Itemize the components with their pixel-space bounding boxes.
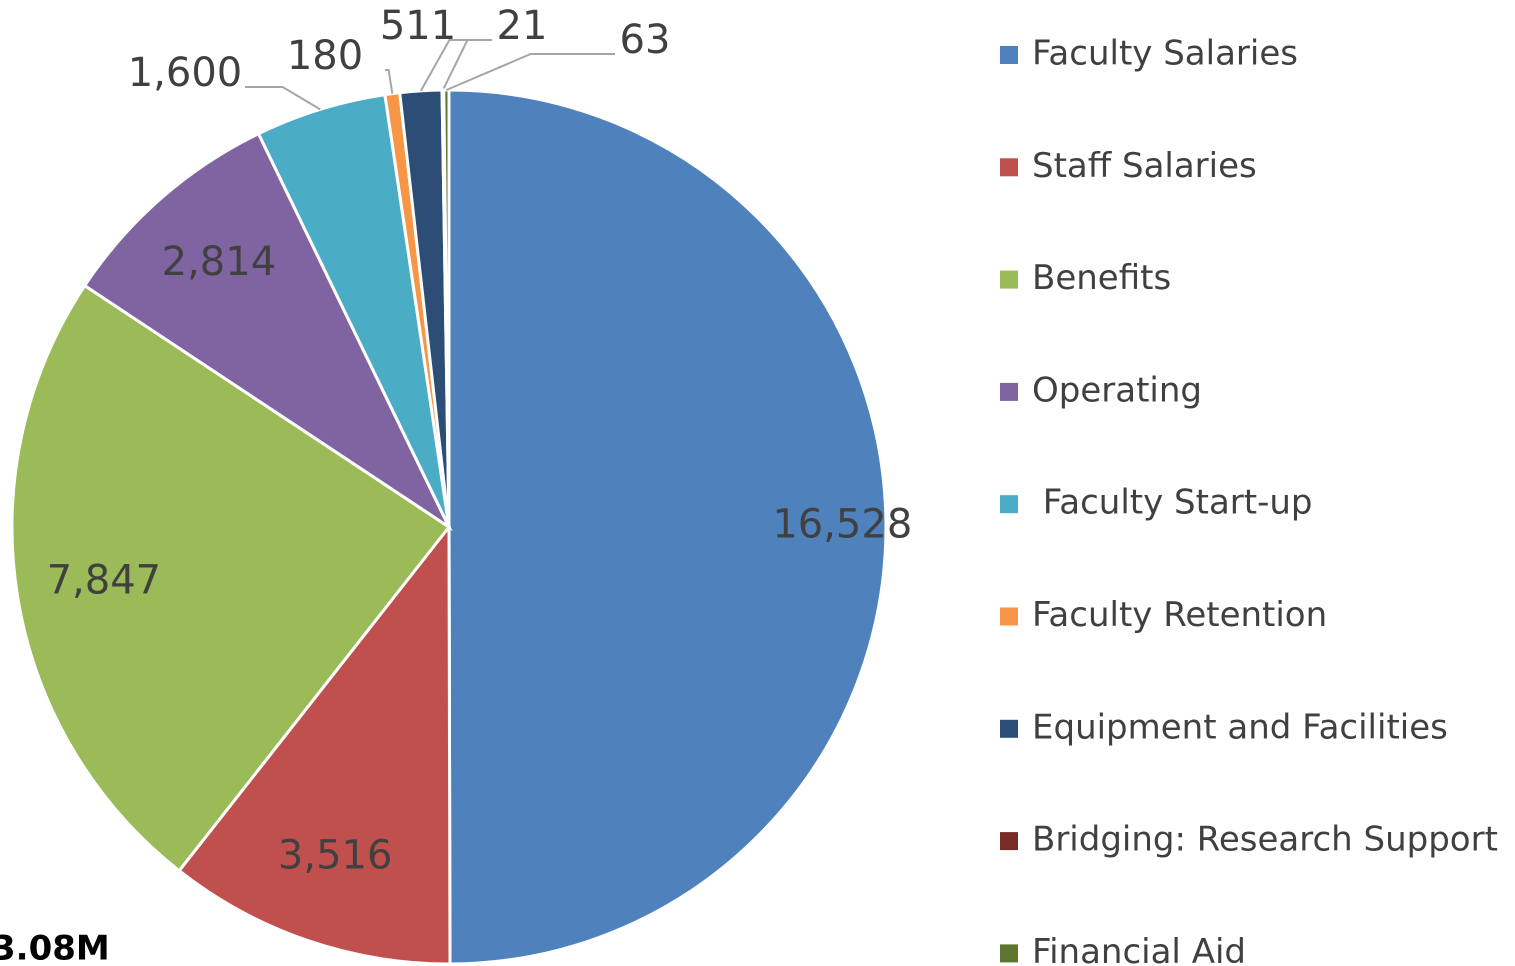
- legend-label: Staff Salaries: [1032, 146, 1257, 186]
- legend-label: Benefits: [1032, 258, 1171, 298]
- legend-swatch: [1000, 607, 1018, 626]
- legend-swatch: [1000, 46, 1018, 64]
- data-label: 63: [620, 17, 671, 63]
- data-label: 21: [497, 3, 548, 49]
- leader-line: [442, 39, 492, 91]
- legend-swatch: [1000, 832, 1018, 851]
- data-label: 7,847: [47, 558, 162, 604]
- legend-label: Financial Aid: [1032, 932, 1246, 966]
- data-label: 2,814: [162, 239, 277, 285]
- data-label: 511: [380, 3, 456, 49]
- legend-swatch: [1000, 158, 1018, 177]
- legend-swatch: [1000, 944, 1018, 963]
- legend-label: Operating: [1032, 370, 1202, 410]
- data-label: 3,516: [278, 833, 393, 879]
- pie-slice: [177, 522, 452, 966]
- legend-swatch: [1000, 495, 1018, 514]
- leader-line: [445, 53, 615, 91]
- legend-label: Faculty Start-up: [1032, 483, 1312, 523]
- leader-line: [385, 69, 394, 94]
- data-label: 16,528: [772, 502, 912, 548]
- pie-slice: [82, 131, 453, 532]
- pie-slice: [10, 283, 452, 873]
- legend-swatch: [1000, 382, 1018, 401]
- legend-swatch: [1000, 719, 1018, 738]
- legend-label: Faculty Salaries: [1032, 34, 1298, 74]
- legend-label: Bridging: Research Support: [1032, 820, 1498, 860]
- leader-line: [245, 86, 321, 111]
- data-label: 180: [287, 33, 363, 79]
- pie-slice: [447, 88, 888, 966]
- data-label: 1,600: [128, 50, 243, 96]
- legend-label: Equipment and Facilities: [1032, 707, 1448, 747]
- legend-swatch: [1000, 270, 1018, 289]
- total-annotation: 3.08M: [0, 929, 110, 966]
- legend-label: Faculty Retention: [1032, 595, 1327, 635]
